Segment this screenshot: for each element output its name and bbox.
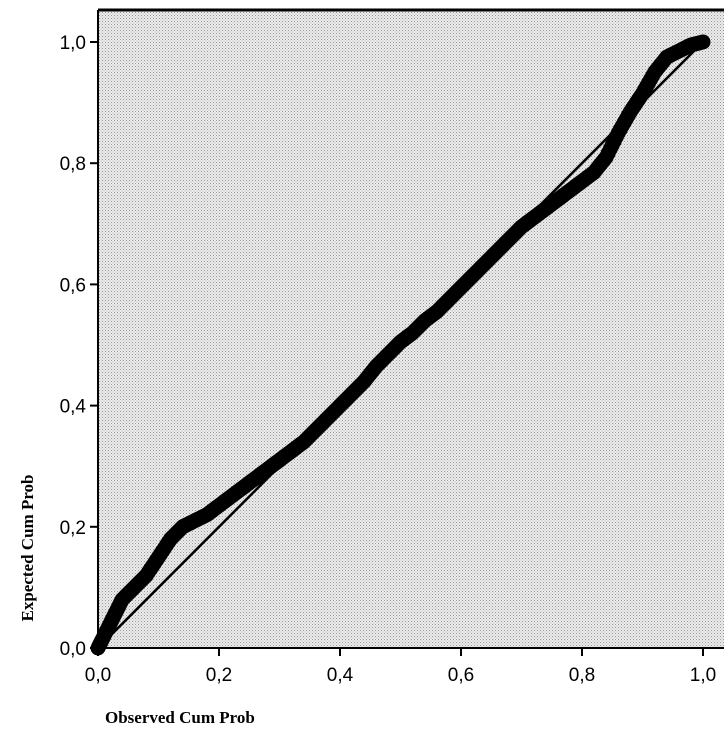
y-tick-label: 0,4 — [60, 397, 87, 418]
y-tick-label: 0,2 — [60, 518, 86, 539]
x-tick-label: 0,4 — [327, 665, 354, 686]
y-tick-label: 0,6 — [60, 275, 86, 296]
y-tick-label: 1,0 — [60, 33, 86, 54]
data-points — [90, 34, 711, 656]
y-tick-label: 0,8 — [60, 154, 86, 175]
x-tick-label: 0,8 — [569, 665, 595, 686]
y-axis-title: Expected Cum Prob — [18, 474, 37, 621]
y-axis-ticks: 0,0 0,2 0,4 0,6 0,8 1,0 — [60, 33, 98, 660]
x-tick-label: 0,0 — [85, 665, 111, 686]
data-point — [695, 34, 711, 50]
x-tick-label: 0,2 — [206, 665, 232, 686]
x-tick-label: 1,0 — [690, 665, 716, 686]
x-axis-title: Observed Cum Prob — [105, 708, 255, 727]
y-tick-label: 0,0 — [60, 639, 86, 660]
x-axis-ticks: 0,0 0,2 0,4 0,6 0,8 1,0 — [85, 648, 716, 686]
x-tick-label: 0,6 — [448, 665, 474, 686]
